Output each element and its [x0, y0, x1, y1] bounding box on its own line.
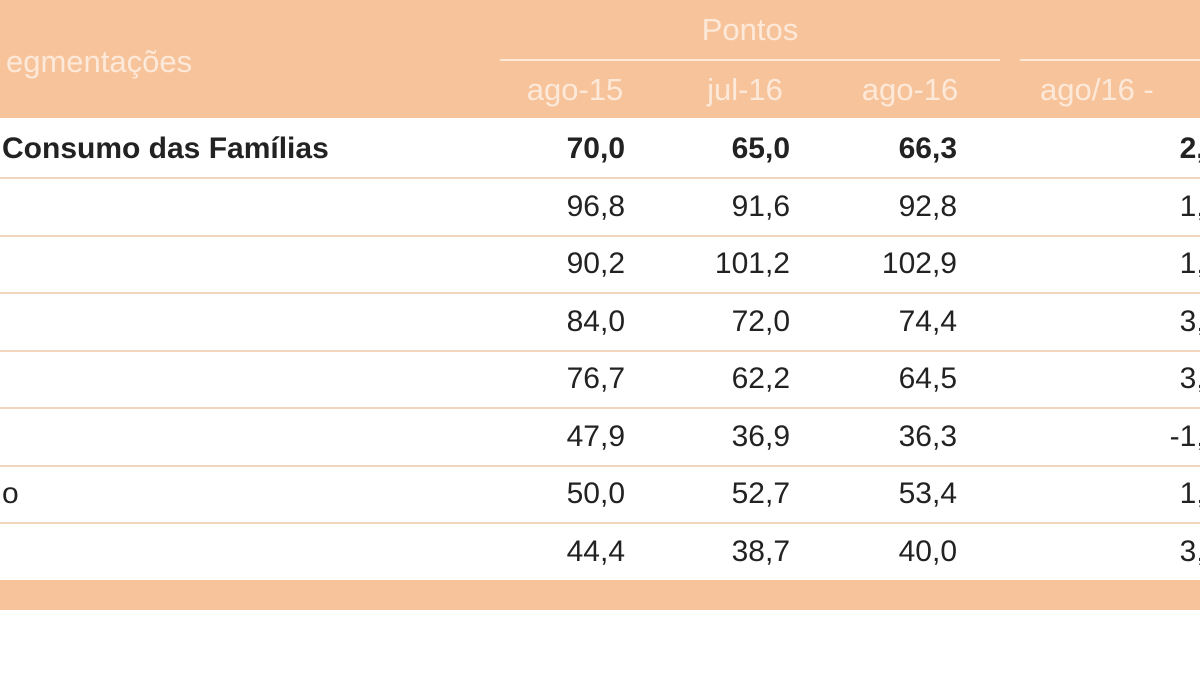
table-row: 96,8 91,6 92,8 1,3%	[0, 178, 1200, 237]
value-cell: 91,6	[731, 189, 790, 223]
change-cell: 1,3%	[1179, 477, 1200, 510]
value-cell: 38,7	[731, 534, 790, 568]
value-cell: 53,4	[898, 477, 957, 510]
change-cell: 1,7%	[1179, 247, 1200, 280]
change-cell: 3,4%	[1179, 534, 1200, 568]
row-label: Consumo das Famílias	[2, 132, 329, 165]
table-row: Consumo das Famílias 70,0 65,0 66,3 2,0%	[0, 120, 1200, 179]
value-cell: 70,0	[566, 132, 625, 165]
header-rule	[500, 59, 1000, 61]
change-cell: 2,0%	[1179, 132, 1200, 165]
value-cell: 76,7	[566, 362, 625, 395]
value-cell: 90,2	[566, 247, 625, 280]
change-cell: 1,3%	[1179, 189, 1200, 223]
table-row: o 50,0 52,7 53,4 1,3%	[0, 465, 1200, 524]
value-cell: 52,7	[731, 477, 790, 510]
value-cell: 50,0	[566, 477, 625, 510]
header-rule	[1020, 59, 1200, 61]
table-row: 76,7 62,2 64,5 3,8%	[0, 350, 1200, 409]
value-cell: 40,0	[898, 534, 957, 568]
row-label: o	[2, 477, 19, 510]
table-header: egmentações Pontos ago-15 jul-16 ago-16 ago…	[0, 0, 1200, 118]
column-header: ago-15	[526, 72, 624, 107]
column-header: ago-16	[861, 72, 959, 107]
value-cell: 65,0	[731, 132, 790, 165]
change-cell: 3,3%	[1179, 304, 1200, 338]
value-cell: 36,3	[898, 419, 957, 453]
value-cell: 36,9	[731, 419, 790, 453]
change-cell: -1,6%	[1169, 419, 1200, 453]
group-label: egmentações	[6, 44, 193, 79]
value-cell: 44,4	[566, 534, 625, 568]
table-row: 47,9 36,9 36,3 -1,6%	[0, 408, 1200, 467]
value-cell: 102,9	[881, 247, 957, 280]
table-footer	[0, 580, 1200, 610]
change-cell: 3,8%	[1179, 362, 1200, 395]
value-cell: 64,5	[898, 362, 957, 395]
value-cell: 92,8	[898, 189, 957, 223]
value-cell: 96,8	[566, 189, 625, 223]
value-cell: 84,0	[566, 304, 625, 338]
table-row: 84,0 72,0 74,4 3,3%	[0, 293, 1200, 352]
table-row: 90,2 101,2 102,9 1,7%	[0, 235, 1200, 294]
table-row: 44,4 38,7 40,0 3,4%	[0, 523, 1200, 582]
group-title: Pontos	[701, 12, 799, 47]
value-cell: 47,9	[566, 419, 625, 453]
value-cell: 74,4	[898, 304, 957, 338]
value-cell: 62,2	[731, 362, 790, 395]
value-cell: 101,2	[714, 247, 790, 280]
value-cell: 72,0	[731, 304, 790, 338]
column-header: ago/16 -	[1040, 72, 1154, 107]
column-header: jul-16	[707, 72, 783, 107]
value-cell: 66,3	[898, 132, 957, 165]
